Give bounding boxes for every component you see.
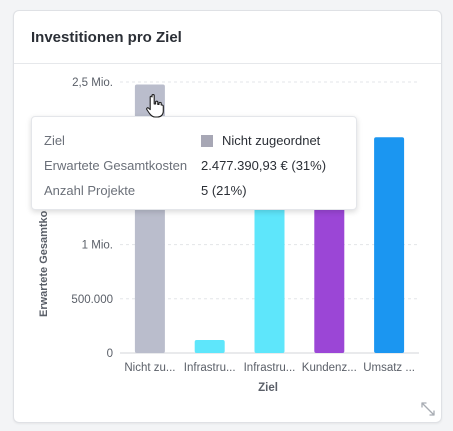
x-tick-label: Infrastru... bbox=[244, 362, 296, 374]
bar[interactable] bbox=[194, 339, 225, 353]
tooltip-label: Ziel bbox=[44, 133, 65, 148]
y-tick-label: 2,5 Mio. bbox=[72, 77, 113, 89]
chart-card: Investitionen pro Ziel 0 500.000 1 Mio. 2,5… bbox=[13, 10, 442, 423]
tooltip-row-projects: Anzahl Projekte 5 (21%) bbox=[44, 178, 344, 203]
expand-diagonal-icon[interactable] bbox=[421, 402, 435, 416]
x-axis-label: Ziel bbox=[258, 382, 278, 394]
x-axis-ticks: Nicht zu... Infrastru... Infrastru... Kunde… bbox=[124, 362, 415, 374]
bar[interactable] bbox=[374, 137, 405, 353]
tooltip-label: Anzahl Projekte bbox=[44, 183, 136, 198]
chart-tooltip: Ziel Nicht zugeordnet Erwartete Gesamtko… bbox=[31, 116, 357, 210]
x-tick-label: Infrastru... bbox=[184, 362, 236, 374]
x-tick-label: Nicht zu... bbox=[124, 362, 175, 374]
tooltip-value: 5 (21%) bbox=[201, 183, 247, 198]
y-axis-ticks: 0 500.000 1 Mio. 2,5 Mio. bbox=[71, 77, 113, 360]
tooltip-row-cost: Erwartete Gesamtkosten 2.477.390,93 € (3… bbox=[44, 153, 344, 178]
y-tick-label: 1 Mio. bbox=[82, 240, 113, 252]
y-axis-label: Erwartete Gesamtkosten bbox=[38, 188, 50, 317]
hand-pointer-icon bbox=[146, 94, 164, 118]
y-tick-label: 0 bbox=[107, 348, 113, 360]
bar-chart: 0 500.000 1 Mio. 2,5 Mio. Nicht zu... Infras… bbox=[38, 77, 419, 394]
tooltip-value: 2.477.390,93 € (31%) bbox=[201, 158, 327, 173]
card-title: Investitionen pro Ziel bbox=[31, 28, 182, 46]
tooltip-value-wrap: Nicht zugeordnet bbox=[201, 133, 320, 148]
tooltip-label: Erwartete Gesamtkosten bbox=[44, 158, 188, 173]
tooltip-row-goal: Ziel Nicht zugeordnet bbox=[44, 128, 344, 153]
card-header: Investitionen pro Ziel bbox=[14, 11, 441, 64]
x-tick-label: Umsatz ... bbox=[363, 362, 415, 374]
legend-swatch bbox=[201, 134, 213, 147]
tooltip-value: Nicht zugeordnet bbox=[222, 133, 321, 148]
x-tick-label: Kundenz... bbox=[302, 362, 357, 374]
y-tick-label: 500.000 bbox=[71, 294, 113, 306]
